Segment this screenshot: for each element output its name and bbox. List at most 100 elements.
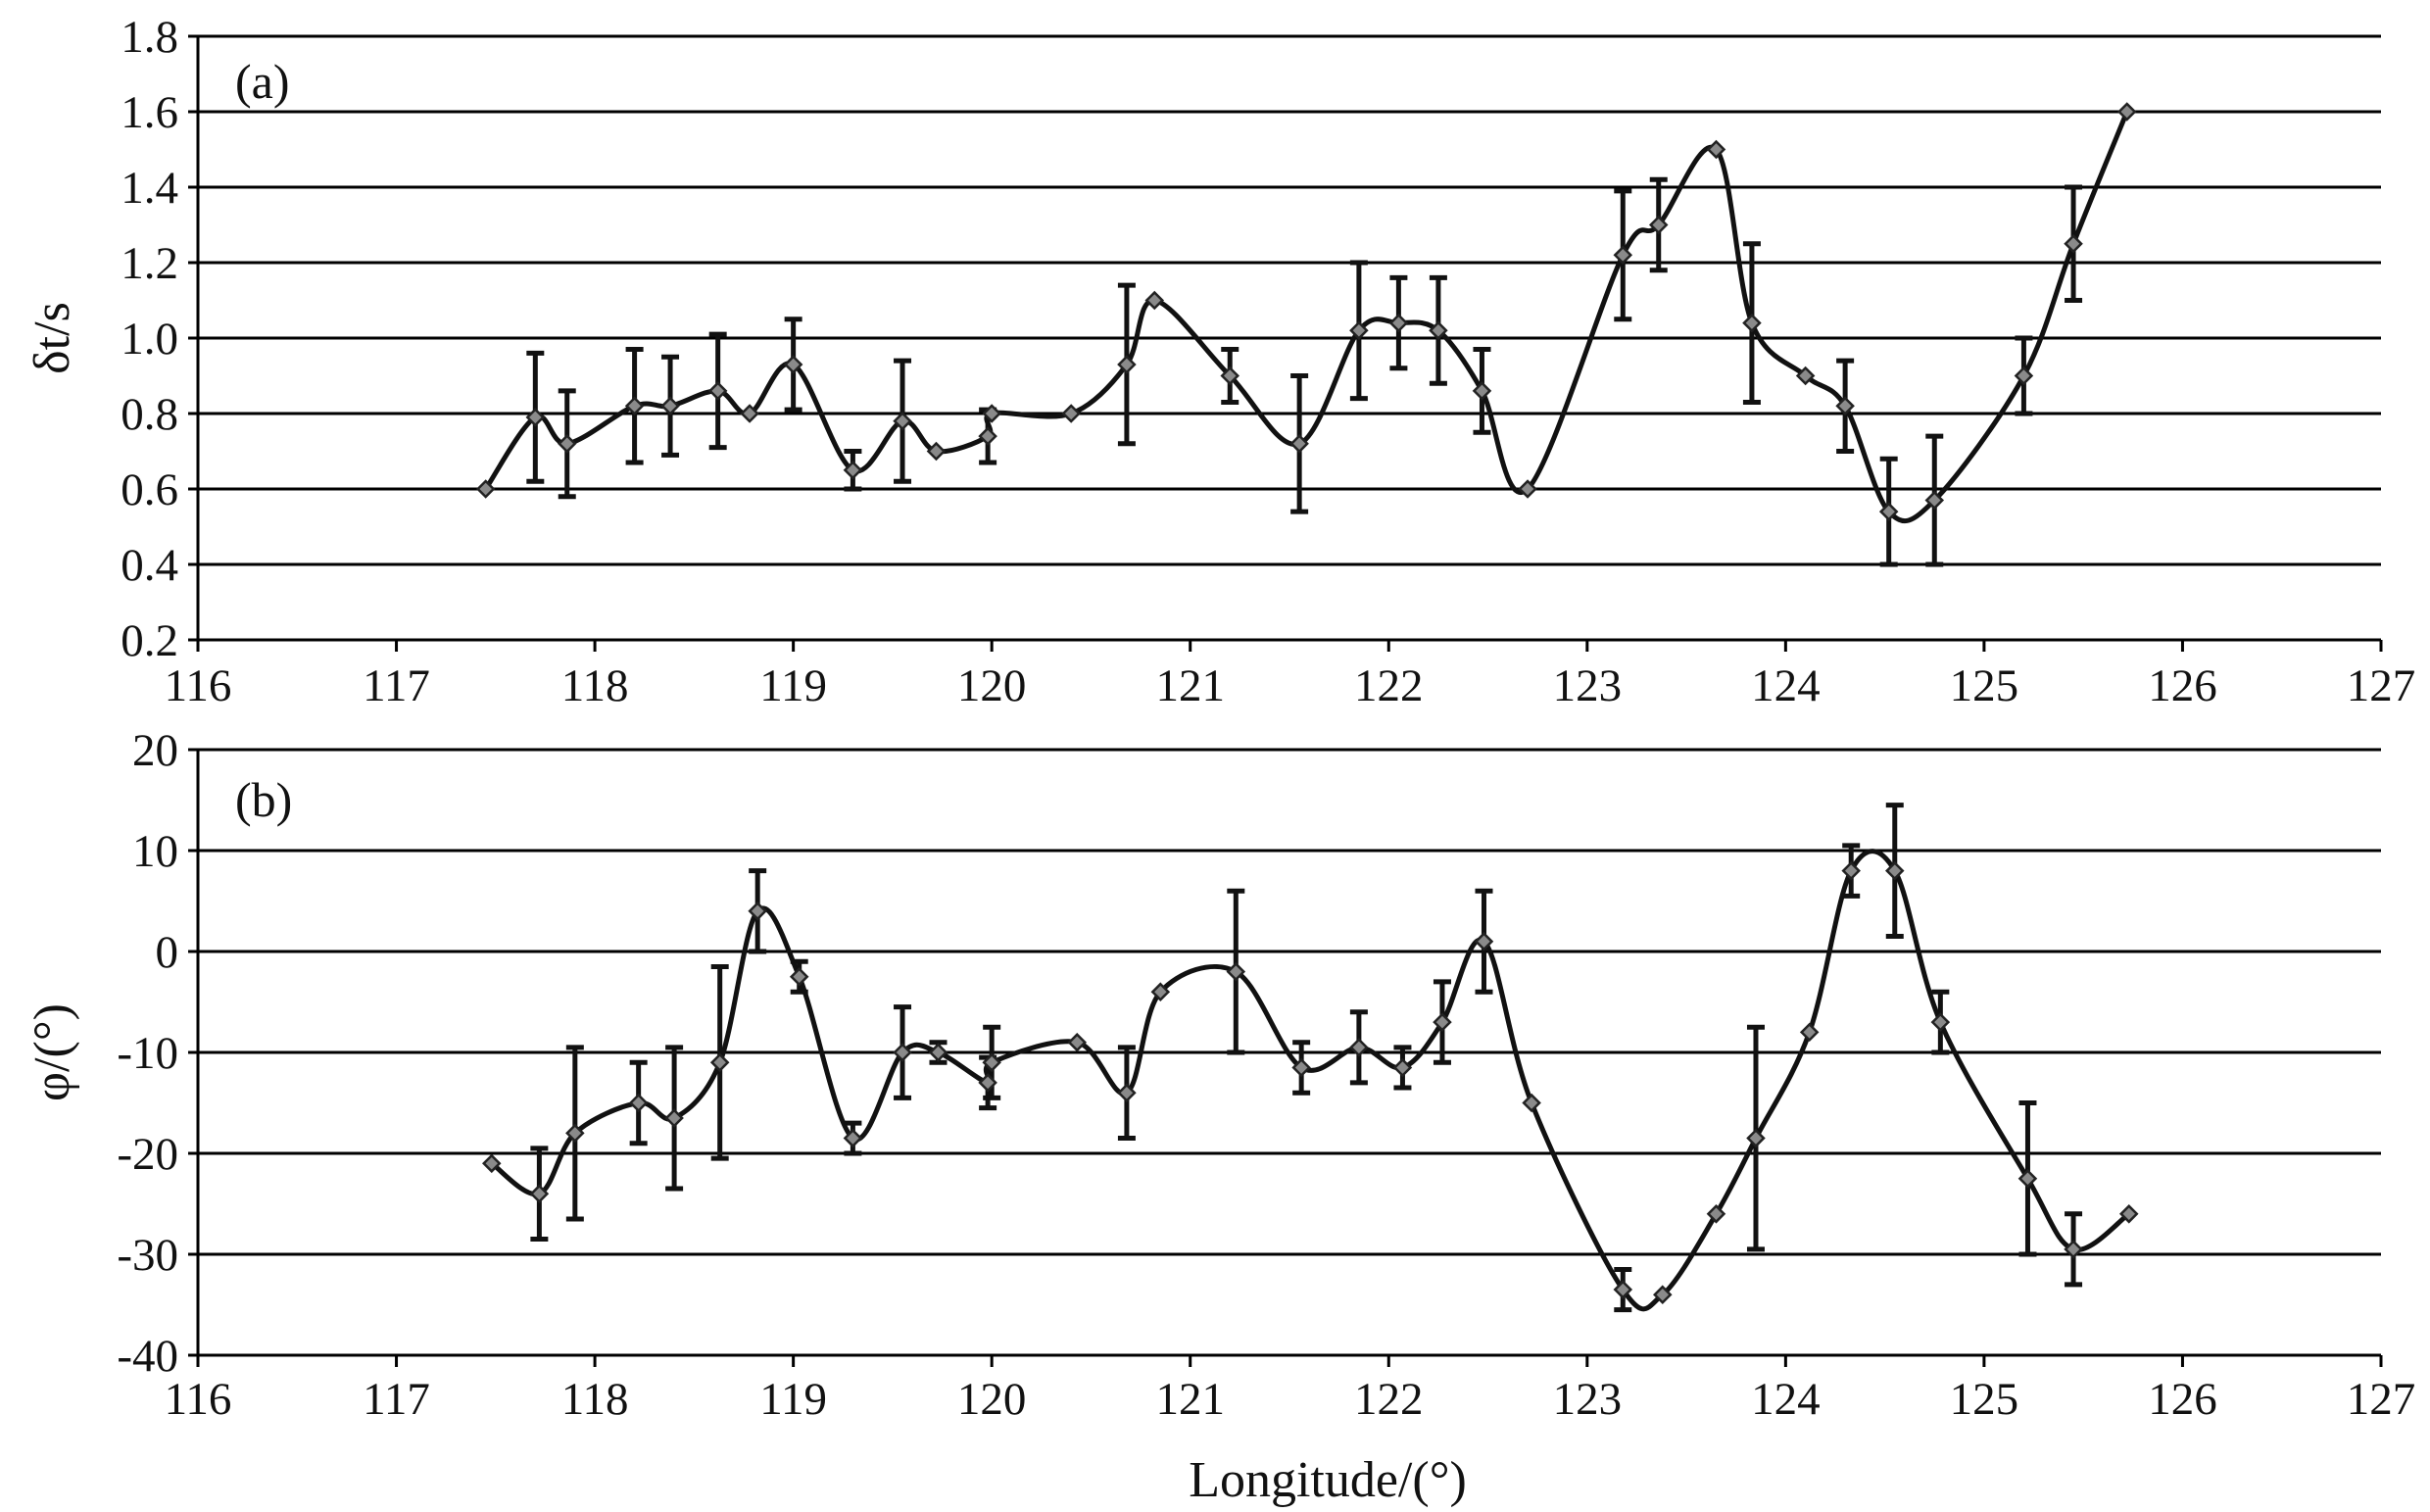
data-point bbox=[628, 1093, 649, 1113]
data-point bbox=[1392, 1057, 1413, 1078]
data-point bbox=[529, 1184, 550, 1203]
data-point bbox=[1349, 320, 1369, 341]
y-tick-label: 0 bbox=[156, 927, 179, 978]
data-point bbox=[2064, 1240, 2083, 1259]
data-point bbox=[783, 355, 803, 374]
data-point bbox=[709, 1052, 730, 1073]
y-tick-label: -30 bbox=[117, 1230, 178, 1281]
data-point bbox=[843, 460, 863, 480]
data-point bbox=[1799, 1022, 1820, 1043]
data-point bbox=[928, 1043, 948, 1062]
x-tick-label: 121 bbox=[1155, 1374, 1225, 1425]
data-point bbox=[1291, 1057, 1311, 1078]
data-point bbox=[1226, 961, 1246, 982]
data-point bbox=[1613, 1280, 1633, 1299]
x-axis-label: Longitude/(°) bbox=[1189, 1452, 1467, 1508]
data-point bbox=[740, 404, 759, 423]
y-axis-label: φ/(°) bbox=[24, 1003, 80, 1101]
data-point bbox=[843, 1128, 863, 1148]
data-point bbox=[789, 966, 809, 987]
data-point bbox=[982, 404, 1001, 423]
x-tick-label: 124 bbox=[1751, 1374, 1821, 1425]
x-tick-label: 123 bbox=[1553, 660, 1623, 711]
data-point bbox=[748, 902, 767, 921]
data-point bbox=[978, 1073, 997, 1093]
data-point bbox=[475, 479, 496, 499]
x-tick-label: 126 bbox=[2148, 1374, 2217, 1425]
data-point bbox=[1706, 1204, 1726, 1224]
y-tick-label: 1.4 bbox=[121, 163, 178, 214]
y-axis-label: δt/s bbox=[24, 302, 80, 374]
data-point bbox=[565, 1123, 585, 1144]
panel-label: (b) bbox=[235, 772, 292, 827]
y-tick-label: 1.8 bbox=[121, 12, 178, 63]
data-point bbox=[1117, 1083, 1137, 1102]
data-point bbox=[893, 411, 912, 431]
data-point bbox=[707, 381, 728, 401]
data-point bbox=[624, 396, 645, 416]
data-point bbox=[1144, 290, 1165, 311]
data-point bbox=[1795, 366, 1816, 386]
x-tick-label: 120 bbox=[957, 660, 1027, 711]
x-tick-label: 117 bbox=[363, 660, 430, 711]
data-point bbox=[2014, 366, 2034, 386]
x-tick-label: 119 bbox=[759, 660, 827, 711]
data-point bbox=[1835, 396, 1855, 416]
x-tick-label: 117 bbox=[363, 1374, 430, 1425]
y-tick-label: 0.4 bbox=[121, 540, 178, 591]
data-point bbox=[1349, 1038, 1369, 1057]
data-point bbox=[664, 1108, 684, 1128]
y-tick-label: -40 bbox=[117, 1331, 178, 1382]
data-point bbox=[1433, 1012, 1452, 1032]
data-point bbox=[1061, 404, 1081, 423]
y-tick-label: 0.6 bbox=[121, 464, 178, 515]
panel-b: -40 -30 -20 -10 0 10 20 116 117 118 119 120 121 122 12… bbox=[24, 725, 2415, 1425]
x-tick-label: 122 bbox=[1354, 660, 1424, 711]
x-tick-label: 118 bbox=[561, 1374, 629, 1425]
y-tick-label: 1.6 bbox=[121, 87, 178, 138]
panel-label: (a) bbox=[235, 54, 290, 109]
y-tick-label: 1.2 bbox=[121, 238, 178, 289]
y-tick-label: -10 bbox=[117, 1028, 178, 1079]
data-point bbox=[1924, 490, 1945, 511]
x-tick-label: 122 bbox=[1354, 1374, 1424, 1425]
data-point bbox=[1388, 313, 1409, 333]
x-tick-label: 126 bbox=[2148, 660, 2217, 711]
data-point bbox=[2118, 1204, 2139, 1224]
data-point bbox=[2116, 102, 2137, 122]
data-point bbox=[1878, 502, 1899, 521]
x-tick-label: 118 bbox=[561, 660, 629, 711]
data-point bbox=[2017, 1168, 2038, 1189]
x-tick-label: 119 bbox=[759, 1374, 827, 1425]
data-point bbox=[1653, 1285, 1673, 1304]
data-point bbox=[2064, 233, 2083, 254]
y-tick-label: 0.8 bbox=[121, 389, 178, 440]
data-point bbox=[1841, 860, 1861, 881]
data-point bbox=[978, 426, 997, 446]
data-point bbox=[557, 434, 577, 454]
data-point bbox=[660, 396, 680, 416]
data-point bbox=[1117, 355, 1137, 374]
y-tick-label: 10 bbox=[132, 826, 178, 877]
data-point bbox=[1884, 860, 1905, 881]
data-point bbox=[1429, 320, 1448, 341]
data-point bbox=[926, 441, 947, 462]
x-tick-label: 125 bbox=[1950, 1374, 2019, 1425]
x-tick-label: 123 bbox=[1553, 1374, 1623, 1425]
data-point bbox=[982, 1052, 1001, 1073]
data-point bbox=[525, 408, 546, 427]
panel-a: 0.2 0.4 0.6 0.8 1.0 1.2 1.4 1.6 1.8 116 117 118 119 1… bbox=[24, 12, 2415, 711]
data-point bbox=[1742, 313, 1762, 333]
data-point bbox=[1706, 139, 1726, 160]
y-tick-label: 20 bbox=[132, 725, 178, 776]
data-point bbox=[1220, 366, 1240, 386]
x-tick-label: 124 bbox=[1751, 660, 1821, 711]
data-point bbox=[1474, 931, 1494, 951]
data-point bbox=[1746, 1128, 1766, 1148]
x-tick-label: 121 bbox=[1155, 660, 1225, 711]
y-tick-label: -20 bbox=[117, 1129, 178, 1180]
data-point bbox=[1518, 479, 1537, 499]
x-tick-label: 120 bbox=[957, 1374, 1027, 1425]
x-tick-label: 125 bbox=[1950, 660, 2019, 711]
